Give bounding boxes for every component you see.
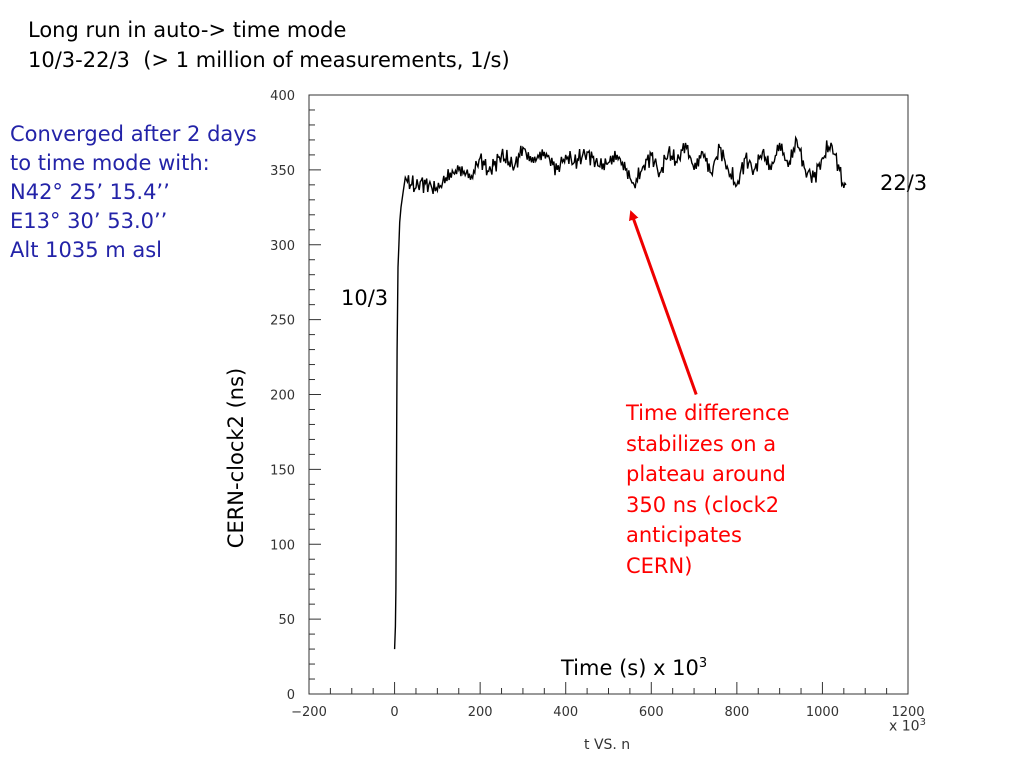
y-tick-label: 150	[270, 463, 295, 478]
y-tick-label: 100	[270, 538, 295, 553]
y-tick-label: 250	[270, 314, 295, 329]
plot-caption: t VS. n	[584, 737, 631, 753]
convergence-note: Converged after 2 days to time mode with…	[10, 120, 257, 265]
plateau-note-line: CERN)	[626, 553, 693, 578]
y-tick-label: 400	[270, 89, 295, 104]
x-axis-multiplier: x 103	[889, 717, 926, 735]
x-tick-label: 1200	[891, 705, 924, 720]
x-tick-label: 200	[468, 705, 493, 720]
x-axis: −200 0 200 400 600 800 1000 1200	[291, 682, 925, 720]
convergence-note-line: N42° 25’ 15.4’’	[10, 180, 170, 204]
y-tick-label: 50	[278, 613, 295, 628]
end-date-label: 22/3	[880, 171, 928, 195]
y-tick-label: 0	[287, 688, 295, 703]
slide-title-line-2: 10/3-22/3 (> 1 million of measurements, …	[28, 48, 510, 72]
x-tick-label: 400	[553, 705, 578, 720]
x-axis-title: Time (s) x 103	[561, 656, 707, 680]
convergence-note-line: Alt 1035 m asl	[10, 238, 163, 262]
y-axis: 0 50 100 150 200 250 300 350 400	[270, 89, 321, 703]
x-axis-multiplier-exponent: 3	[919, 717, 926, 728]
plateau-arrow	[629, 210, 698, 396]
x-tick-label: 1000	[806, 705, 839, 720]
plateau-note: Time difference stabilizes on a plateau …	[626, 398, 790, 581]
plateau-note-line: 350 ns (clock2	[626, 492, 780, 517]
y-tick-label: 200	[270, 389, 295, 404]
y-tick-label: 300	[270, 239, 295, 254]
convergence-note-line: Converged after 2 days	[10, 122, 257, 146]
x-tick-label: −200	[291, 705, 327, 720]
y-tick-label: 350	[270, 164, 295, 179]
convergence-note-line: E13° 30’ 53.0’’	[10, 209, 168, 233]
x-tick-label: 0	[390, 705, 398, 720]
plateau-note-line: plateau around	[626, 462, 786, 486]
x-axis-title-exponent: 3	[698, 656, 708, 671]
plateau-note-line: Time difference	[626, 401, 790, 425]
plot-frame	[308, 94, 909, 695]
x-axis-multiplier-text: x 10	[889, 718, 920, 735]
plateau-note-line: stabilizes on a	[626, 431, 777, 456]
x-tick-label: 800	[724, 705, 749, 720]
time-difference-series-line	[393, 135, 847, 650]
start-date-label: 10/3	[341, 286, 389, 310]
x-tick-label: 600	[639, 705, 664, 720]
slide-title-line-1: Long run in auto-> time mode	[28, 18, 347, 42]
plateau-note-line: anticipates	[626, 523, 742, 547]
x-axis-title-text: Time (s) x 10	[561, 656, 699, 680]
convergence-note-line: to time mode with:	[10, 151, 210, 175]
